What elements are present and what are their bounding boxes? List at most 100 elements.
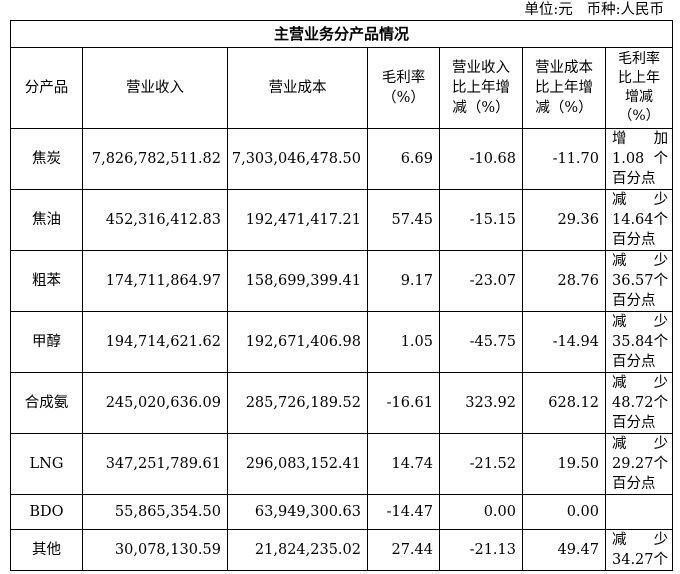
margin-change-direction: 减少 bbox=[612, 191, 669, 211]
cell-revenue-change: -45.75 bbox=[439, 311, 523, 373]
margin-change-amount: 1.08 个 bbox=[612, 149, 668, 169]
cell-product: 其他 bbox=[10, 529, 83, 571]
header-cost-change-line: 比上年增 bbox=[535, 80, 593, 96]
cell-cost-change: 49.47 bbox=[522, 529, 606, 571]
header-cost-change: 营业成本 比上年增 减（%） bbox=[522, 47, 606, 129]
cell-revenue-change: -23.07 bbox=[439, 250, 523, 312]
margin-change-direction: 减少 bbox=[612, 435, 669, 455]
margin-change-direction: 减少 bbox=[612, 252, 669, 272]
table-title: 主营业务分产品情况 bbox=[9, 20, 674, 48]
cell-revenue: 55,865,354.50 bbox=[82, 494, 228, 530]
header-margin-change-line: 毛利率 bbox=[618, 51, 661, 67]
cell-revenue: 194,714,621.62 bbox=[82, 311, 228, 373]
unit-currency-note: 单位:元 币种:人民币 bbox=[524, 2, 664, 18]
cell-margin-change: 减少 34.27 个 bbox=[604, 529, 674, 571]
cell-margin: 1.05 bbox=[367, 311, 440, 373]
table-row: 焦炭 7,826,782,511.82 7,303,046,478.50 6.69 -1… bbox=[10, 128, 674, 190]
cell-margin-change: 增加 1.08 个百分点 bbox=[604, 128, 674, 190]
margin-change-tail: 百分点 bbox=[612, 293, 656, 309]
cell-margin-change: 减少 48.72 个百分点 bbox=[604, 372, 674, 434]
header-cost: 营业成本 bbox=[227, 47, 368, 129]
cell-margin: -16.61 bbox=[367, 372, 440, 434]
header-revenue-change-line: 比上年增 bbox=[452, 80, 510, 96]
margin-change-unit: 个 bbox=[653, 334, 669, 350]
header-row: 分产品 营业收入 营业成本 毛利率 （%） 营业收入 比上年增 减（%） 营业成… bbox=[10, 47, 674, 129]
header-cost-change-line: 营业成本 bbox=[535, 60, 593, 76]
cell-revenue: 452,316,412.83 bbox=[82, 189, 228, 251]
cell-margin: 57.45 bbox=[367, 189, 440, 251]
margin-change-amount: 34.27 个 bbox=[612, 550, 668, 570]
margin-change-direction-char: 减 bbox=[612, 436, 627, 452]
margin-change-direction-char: 少 bbox=[653, 532, 669, 548]
cell-revenue-change: -21.52 bbox=[439, 433, 523, 495]
cell-revenue: 30,078,130.59 bbox=[82, 529, 228, 571]
margin-change-tail: 百分点 bbox=[612, 171, 656, 187]
margin-change-direction-char: 少 bbox=[653, 314, 669, 330]
table-row: 合成氨 245,020,636.09 285,726,189.52 -16.61 323… bbox=[10, 372, 674, 434]
margin-change-direction-char: 增 bbox=[612, 131, 627, 147]
table-row: BDO 55,865,354.50 63,949,300.63 -14.47 0.00 0… bbox=[10, 494, 674, 530]
cell-cost: 7,303,046,478.50 bbox=[227, 128, 368, 190]
cell-revenue-change: -15.15 bbox=[439, 189, 523, 251]
cell-product: LNG bbox=[10, 433, 83, 495]
cell-revenue-change: 323.92 bbox=[439, 372, 523, 434]
cell-margin: 6.69 bbox=[367, 128, 440, 190]
cell-margin: 9.17 bbox=[367, 250, 440, 312]
header-margin-line: （%） bbox=[382, 90, 425, 106]
cell-cost-change: -11.70 bbox=[522, 128, 606, 190]
margin-change-unit: 个 bbox=[653, 212, 669, 228]
cell-cost: 192,471,417.21 bbox=[227, 189, 368, 251]
cell-revenue-change: 0.00 bbox=[439, 494, 523, 530]
margin-change-direction: 减少 bbox=[612, 531, 669, 551]
table-row: 焦油 452,316,412.83 192,471,417.21 57.45 -15.1… bbox=[10, 189, 674, 251]
cell-margin: -14.47 bbox=[367, 494, 440, 530]
margin-change-direction-char: 减 bbox=[612, 532, 627, 548]
cell-cost-change: 0.00 bbox=[522, 494, 606, 530]
cell-revenue-change: -10.68 bbox=[439, 128, 523, 190]
cell-revenue: 174,711,864.97 bbox=[82, 250, 228, 312]
header-margin-change-line: 比上年 bbox=[618, 70, 661, 86]
header-cost-change-line: 减（%） bbox=[535, 100, 593, 116]
header-revenue-change: 营业收入 比上年增 减（%） bbox=[439, 47, 523, 129]
margin-change-value: 48.72 bbox=[612, 395, 654, 411]
header-margin-change: 毛利率 比上年 增减 （%） bbox=[604, 47, 674, 129]
margin-change-direction: 减少 bbox=[612, 374, 668, 394]
margin-change-value: 1.08 bbox=[612, 151, 645, 167]
table-row: 其他 30,078,130.59 21,824,235.02 27.44 -21.13 4… bbox=[10, 529, 674, 571]
cell-cost-change: -14.94 bbox=[522, 311, 606, 373]
cell-margin: 27.44 bbox=[367, 529, 440, 571]
margin-change-direction-char: 减 bbox=[612, 314, 627, 330]
table-row: 甲醇 194,714,621.62 192,671,406.98 1.05 -45.75… bbox=[10, 311, 674, 373]
margin-change-value: 34.27 bbox=[612, 552, 654, 568]
cell-revenue: 245,020,636.09 bbox=[82, 372, 228, 434]
margin-change-direction: 增加 bbox=[612, 130, 668, 150]
margin-change-direction: 减少 bbox=[612, 313, 669, 333]
margin-change-direction-char: 少 bbox=[653, 253, 669, 269]
cell-margin-change: 减少 14.64 个百分点 bbox=[604, 189, 674, 251]
margin-change-value: 35.84 bbox=[612, 334, 654, 350]
cell-product: 焦油 bbox=[10, 189, 83, 251]
cell-margin-change bbox=[604, 494, 674, 530]
cell-margin: 14.74 bbox=[367, 433, 440, 495]
header-margin-line: 毛利率 bbox=[381, 70, 426, 86]
cell-cost-change: 29.36 bbox=[522, 189, 606, 251]
cell-revenue: 347,251,789.61 bbox=[82, 433, 228, 495]
cell-product: 甲醇 bbox=[10, 311, 83, 373]
margin-change-tail: 百分点 bbox=[612, 354, 656, 370]
margin-change-value: 36.57 bbox=[612, 273, 654, 289]
cell-cost: 158,699,399.41 bbox=[227, 250, 368, 312]
cell-cost: 63,949,300.63 bbox=[227, 494, 368, 530]
cell-cost-change: 628.12 bbox=[522, 372, 606, 434]
header-margin-change-line: （%） bbox=[618, 108, 660, 124]
margin-change-amount: 48.72 个 bbox=[612, 393, 668, 413]
table-row: 粗苯 174,711,864.97 158,699,399.41 9.17 -23.07… bbox=[10, 250, 674, 312]
margin-change-unit: 个 bbox=[653, 151, 669, 167]
margin-change-unit: 个 bbox=[653, 273, 669, 289]
cell-revenue-change: -21.13 bbox=[439, 529, 523, 571]
header-revenue-change-line: 减（%） bbox=[452, 100, 510, 116]
margin-change-tail: 百分点 bbox=[612, 232, 656, 248]
cell-product: 合成氨 bbox=[10, 372, 83, 434]
header-revenue: 营业收入 bbox=[82, 47, 228, 129]
margin-change-direction-char: 少 bbox=[653, 436, 669, 452]
margin-change-direction-char: 少 bbox=[653, 192, 669, 208]
